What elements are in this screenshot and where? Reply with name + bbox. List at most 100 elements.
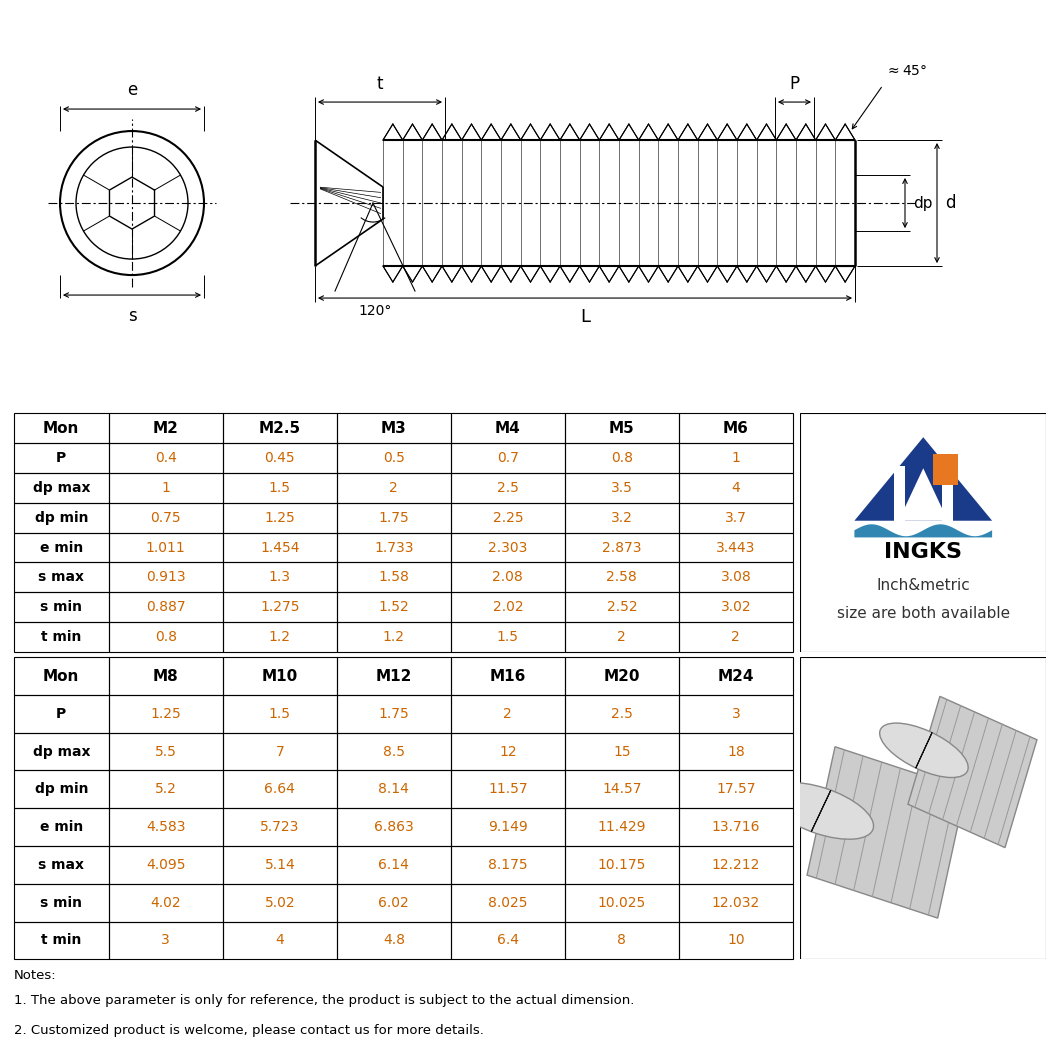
Text: 2.08: 2.08 bbox=[493, 570, 524, 584]
Text: 1.58: 1.58 bbox=[378, 570, 409, 584]
Text: 8.5: 8.5 bbox=[383, 744, 405, 759]
Text: 2.52: 2.52 bbox=[606, 600, 637, 614]
Bar bbox=[223, 846, 337, 884]
Bar bbox=[565, 593, 678, 622]
Text: s max: s max bbox=[38, 858, 85, 872]
Bar bbox=[223, 884, 337, 921]
Text: 3.7: 3.7 bbox=[725, 511, 747, 525]
Bar bbox=[223, 732, 337, 771]
Text: M8: M8 bbox=[153, 669, 179, 684]
Text: t min: t min bbox=[41, 934, 82, 948]
Bar bbox=[109, 502, 223, 532]
Text: 0.913: 0.913 bbox=[146, 570, 185, 584]
Text: 12.032: 12.032 bbox=[711, 896, 760, 909]
Bar bbox=[337, 532, 450, 563]
Bar bbox=[450, 593, 565, 622]
Bar bbox=[678, 593, 793, 622]
Bar bbox=[337, 563, 450, 593]
Bar bbox=[109, 732, 223, 771]
Bar bbox=[109, 771, 223, 808]
Text: M20: M20 bbox=[603, 669, 640, 684]
Text: 1.011: 1.011 bbox=[146, 541, 185, 554]
Bar bbox=[450, 884, 565, 921]
Text: 0.45: 0.45 bbox=[265, 452, 295, 465]
Text: e min: e min bbox=[39, 820, 83, 834]
Bar bbox=[678, 502, 793, 532]
Bar bbox=[14, 808, 109, 846]
Text: 1.75: 1.75 bbox=[378, 707, 409, 721]
Text: s min: s min bbox=[40, 600, 83, 614]
Bar bbox=[450, 473, 565, 502]
Text: 8.14: 8.14 bbox=[378, 782, 409, 796]
Text: 1.2: 1.2 bbox=[383, 630, 405, 644]
Bar bbox=[14, 771, 109, 808]
Bar bbox=[565, 846, 678, 884]
Bar bbox=[450, 771, 565, 808]
Bar bbox=[565, 884, 678, 921]
Text: INGKS: INGKS bbox=[884, 542, 962, 562]
Text: M5: M5 bbox=[610, 421, 635, 436]
Bar bbox=[14, 532, 109, 563]
Text: Mon: Mon bbox=[43, 421, 80, 436]
Text: 2: 2 bbox=[731, 630, 740, 644]
Text: Mon: Mon bbox=[43, 669, 80, 684]
Text: 2. Customized product is welcome, please contact us for more details.: 2. Customized product is welcome, please… bbox=[14, 1024, 483, 1037]
Text: 3: 3 bbox=[731, 707, 740, 721]
Text: s: s bbox=[127, 307, 137, 325]
Text: size are both available: size are both available bbox=[836, 606, 1010, 621]
Text: Inch&metric: Inch&metric bbox=[877, 578, 970, 593]
Text: 0.4: 0.4 bbox=[155, 452, 177, 465]
Text: M16: M16 bbox=[490, 669, 526, 684]
Text: M24: M24 bbox=[718, 669, 754, 684]
Bar bbox=[565, 657, 678, 695]
Text: 18: 18 bbox=[727, 744, 745, 759]
Bar bbox=[450, 732, 565, 771]
Text: 14.57: 14.57 bbox=[602, 782, 641, 796]
Bar bbox=[14, 563, 109, 593]
Text: 4: 4 bbox=[731, 481, 740, 495]
Bar bbox=[14, 502, 109, 532]
Text: dp min: dp min bbox=[35, 511, 88, 525]
Bar bbox=[14, 413, 109, 443]
Text: 1.733: 1.733 bbox=[374, 541, 413, 554]
Bar bbox=[337, 921, 450, 959]
Bar bbox=[14, 473, 109, 502]
Text: 2.58: 2.58 bbox=[606, 570, 637, 584]
Bar bbox=[678, 563, 793, 593]
Text: 1: 1 bbox=[731, 452, 740, 465]
Bar bbox=[565, 413, 678, 443]
Text: 2: 2 bbox=[504, 707, 512, 721]
Text: 2.5: 2.5 bbox=[497, 481, 518, 495]
Bar bbox=[109, 846, 223, 884]
Bar bbox=[678, 732, 793, 771]
Polygon shape bbox=[807, 746, 966, 918]
Bar bbox=[223, 532, 337, 563]
Text: 4: 4 bbox=[276, 934, 284, 948]
Text: 5.5: 5.5 bbox=[155, 744, 177, 759]
Text: 0.8: 0.8 bbox=[155, 630, 177, 644]
Bar bbox=[109, 563, 223, 593]
Text: 10.175: 10.175 bbox=[598, 858, 646, 872]
Bar bbox=[450, 622, 565, 652]
Text: M6: M6 bbox=[723, 421, 748, 436]
Text: 11.57: 11.57 bbox=[488, 782, 528, 796]
Text: 1.454: 1.454 bbox=[260, 541, 300, 554]
Text: 0.75: 0.75 bbox=[151, 511, 181, 525]
Text: 2.873: 2.873 bbox=[602, 541, 641, 554]
Bar bbox=[223, 771, 337, 808]
Bar bbox=[223, 695, 337, 732]
Text: 3.443: 3.443 bbox=[717, 541, 756, 554]
Text: 2.5: 2.5 bbox=[611, 707, 633, 721]
Text: dp max: dp max bbox=[33, 481, 90, 495]
Text: 1.5: 1.5 bbox=[497, 630, 518, 644]
Bar bbox=[14, 443, 109, 473]
Text: 5.2: 5.2 bbox=[155, 782, 177, 796]
Bar bbox=[337, 593, 450, 622]
Bar bbox=[223, 622, 337, 652]
Bar bbox=[223, 443, 337, 473]
Bar bbox=[109, 622, 223, 652]
Bar bbox=[109, 921, 223, 959]
Text: 6.14: 6.14 bbox=[378, 858, 409, 872]
Bar bbox=[565, 502, 678, 532]
Bar bbox=[337, 502, 450, 532]
